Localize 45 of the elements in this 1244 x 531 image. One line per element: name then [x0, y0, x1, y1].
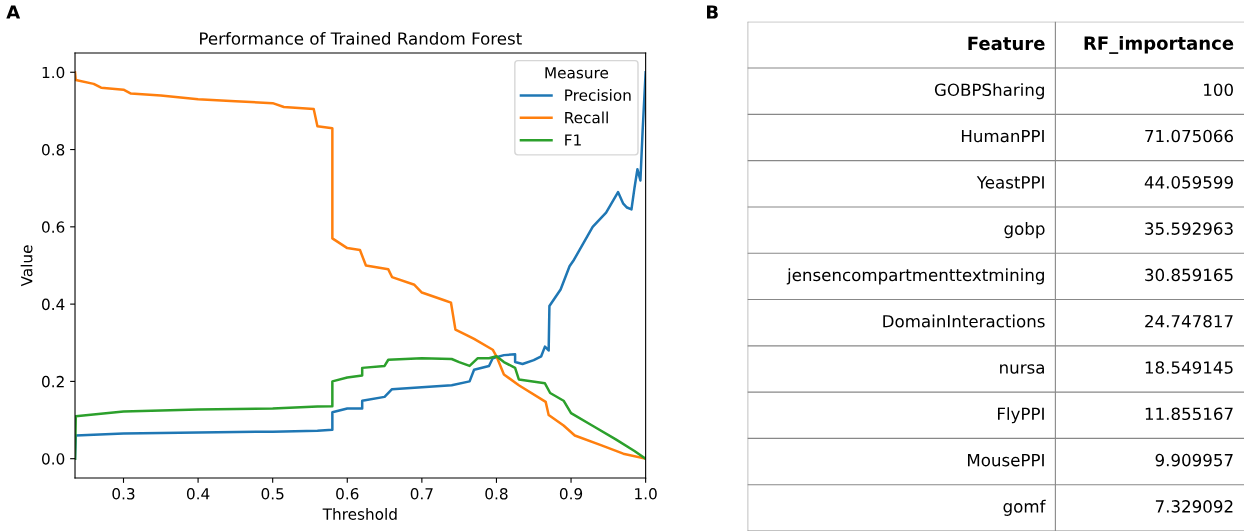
- legend-title: Measure: [545, 67, 609, 79]
- x-tick-label: 0.4: [186, 488, 210, 500]
- data-label: 100: [1204, 83, 1233, 97]
- x-tick-label: 0.3: [112, 488, 135, 500]
- y-axis-title: Value: [20, 245, 33, 287]
- text: A: [6, 5, 21, 19]
- data-label: 71.075066: [1145, 129, 1234, 143]
- y-tick-label: 0.4: [42, 298, 65, 311]
- x-axis-title: Threshold: [322, 508, 397, 520]
- y-tick-label: 0.6: [42, 221, 65, 233]
- category-label: MousePPI: [968, 454, 1044, 467]
- category-label: HumanPPI: [961, 129, 1044, 143]
- legend-label: Precision: [565, 89, 631, 101]
- legend-label: F1: [565, 134, 581, 146]
- x-tick-label: 0.8: [485, 488, 508, 500]
- data-label: 44.059599: [1144, 176, 1233, 189]
- data-label: 24.747817: [1145, 314, 1233, 328]
- text: Feature: [968, 36, 1045, 51]
- x-tick-label: 1.0: [635, 488, 657, 500]
- data-label: 18.549145: [1145, 361, 1233, 374]
- chart-title: Performance of Trained Random Forest: [200, 31, 522, 45]
- category-label: FlyPPI: [998, 407, 1044, 424]
- category-label: gobp: [1004, 222, 1045, 239]
- data-label: 7.329092: [1155, 500, 1233, 513]
- x-tick-label: 0.9: [559, 488, 583, 500]
- category-label: YeastPPI: [976, 176, 1044, 189]
- category-label: nursa: [1000, 364, 1044, 374]
- y-tick-label: 0.8: [42, 144, 65, 156]
- data-label: 30.859165: [1145, 268, 1233, 282]
- category-label: jensencompartmenttextmining: [786, 268, 1044, 285]
- category-label: GOBPSharing: [934, 83, 1044, 100]
- y-tick-label: 0.2: [42, 375, 64, 388]
- x-tick-label: 0.5: [261, 488, 284, 500]
- data-label: 35.592963: [1145, 222, 1233, 235]
- data-label: 9.909957: [1155, 453, 1233, 467]
- x-tick-label: 0.7: [410, 488, 433, 500]
- category-label: gomf: [1003, 499, 1046, 516]
- category-label: DomainInteractions: [883, 314, 1045, 328]
- text: B: [707, 5, 718, 19]
- x-tick-label: 0.6: [336, 488, 359, 500]
- data-label: 11.855167: [1145, 407, 1233, 421]
- text: RF_importance: [1084, 35, 1234, 54]
- y-tick-label: 0.0: [42, 453, 65, 465]
- legend-label: Recall: [565, 111, 608, 124]
- y-tick-label: 1.0: [42, 66, 65, 79]
